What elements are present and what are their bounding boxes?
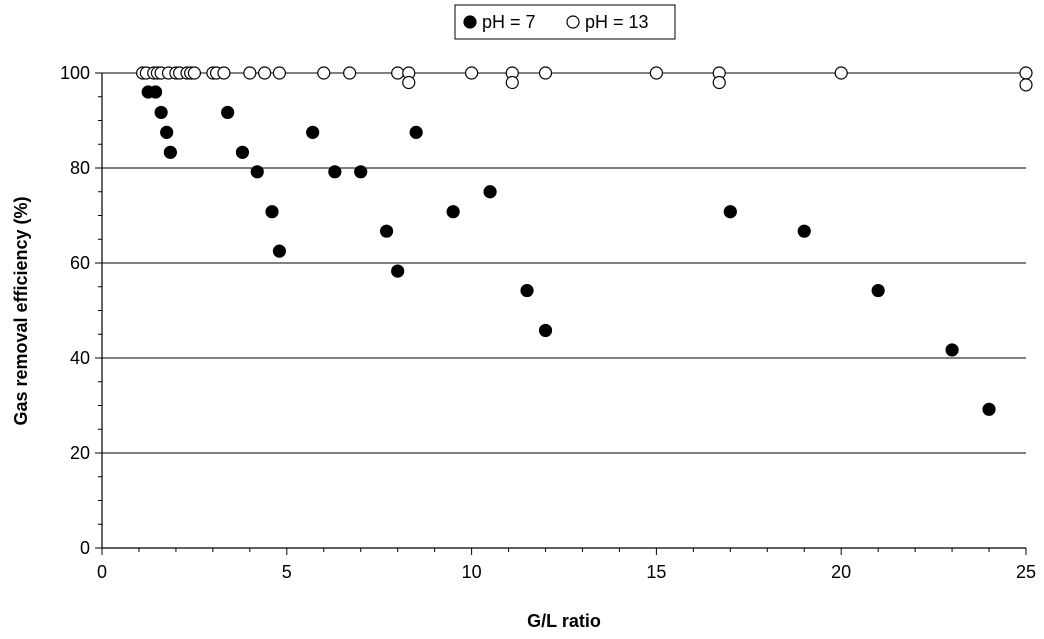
axes: [101, 73, 1026, 549]
data-point-ph13: [317, 66, 331, 80]
x-tick-label: 5: [282, 562, 292, 582]
legend-marker-ph7: [463, 15, 477, 29]
data-point-ph13: [712, 75, 726, 90]
data-point-ph13: [187, 66, 201, 80]
y-tick-label: 40: [70, 348, 90, 368]
data-point-ph13: [465, 66, 479, 80]
data-point-ph13: [402, 75, 416, 90]
grid: [102, 72, 1026, 454]
data-point-ph7: [797, 224, 811, 238]
y-tick-label: 0: [80, 538, 90, 558]
data-point-ph7: [409, 125, 423, 139]
data-point-ph7: [148, 85, 163, 99]
data-point-ph7: [265, 205, 279, 219]
x-tick-label: 25: [1016, 562, 1036, 582]
x-tick-label: 20: [831, 562, 851, 582]
data-point-ph7: [328, 165, 342, 179]
data-point-ph13: [538, 66, 553, 80]
data-point-ph13: [1019, 78, 1033, 92]
data-point-ph7: [354, 165, 368, 179]
data-point-ph7: [163, 145, 177, 159]
data-point-ph7: [154, 105, 168, 120]
y-tick-label: 80: [70, 158, 90, 178]
data-point-ph13: [391, 66, 405, 80]
legend-label-ph7: pH = 7: [482, 12, 536, 32]
y-tick-label: 60: [70, 253, 90, 273]
x-tick-label: 10: [462, 562, 482, 582]
y-axis-ticks: 0 20 40 60 80 100: [60, 63, 102, 558]
data-point-ph7: [379, 224, 394, 238]
data-point-ph7: [446, 205, 460, 219]
data-point-ph13: [343, 66, 357, 80]
data-point-ph7: [235, 145, 250, 159]
data-point-ph13: [272, 66, 287, 80]
x-tick-label: 0: [97, 562, 107, 582]
data-point-ph7: [250, 165, 264, 179]
data-point-ph13: [649, 66, 664, 80]
legend: pH = 7 pH = 13: [454, 4, 676, 40]
data-point-ph7: [306, 125, 320, 139]
y-tick-label: 20: [70, 443, 90, 463]
x-tick-label: 15: [646, 562, 666, 582]
y-axis-title: Gas removal efficiency (%): [11, 196, 31, 425]
data-point-ph7: [945, 343, 959, 357]
data-point-ph7: [272, 244, 287, 258]
data-point-ph7: [871, 283, 885, 298]
data-point-ph7: [391, 264, 405, 278]
legend-label-ph13: pH = 13: [585, 12, 649, 32]
data-point-ph13: [243, 66, 257, 80]
data-points: [136, 66, 1033, 416]
data-point-ph7: [723, 205, 737, 219]
data-point-ph7: [520, 283, 534, 298]
data-point-ph13: [834, 66, 848, 80]
x-axis-ticks: 0 5 10 15 20 25: [97, 548, 1036, 582]
x-axis-title: G/L ratio: [527, 611, 601, 631]
data-point-ph13: [217, 66, 231, 80]
legend-marker-ph13: [566, 15, 580, 29]
data-point-ph7: [483, 185, 497, 199]
data-point-ph13: [1019, 66, 1033, 80]
data-point-ph7: [982, 402, 996, 416]
data-point-ph7: [160, 125, 174, 139]
data-point-ph7: [221, 105, 235, 120]
data-point-ph13: [258, 66, 272, 80]
y-tick-label: 100: [60, 63, 90, 83]
data-point-ph13: [505, 75, 519, 90]
data-point-ph7: [538, 323, 553, 338]
legend-box: [454, 4, 676, 40]
